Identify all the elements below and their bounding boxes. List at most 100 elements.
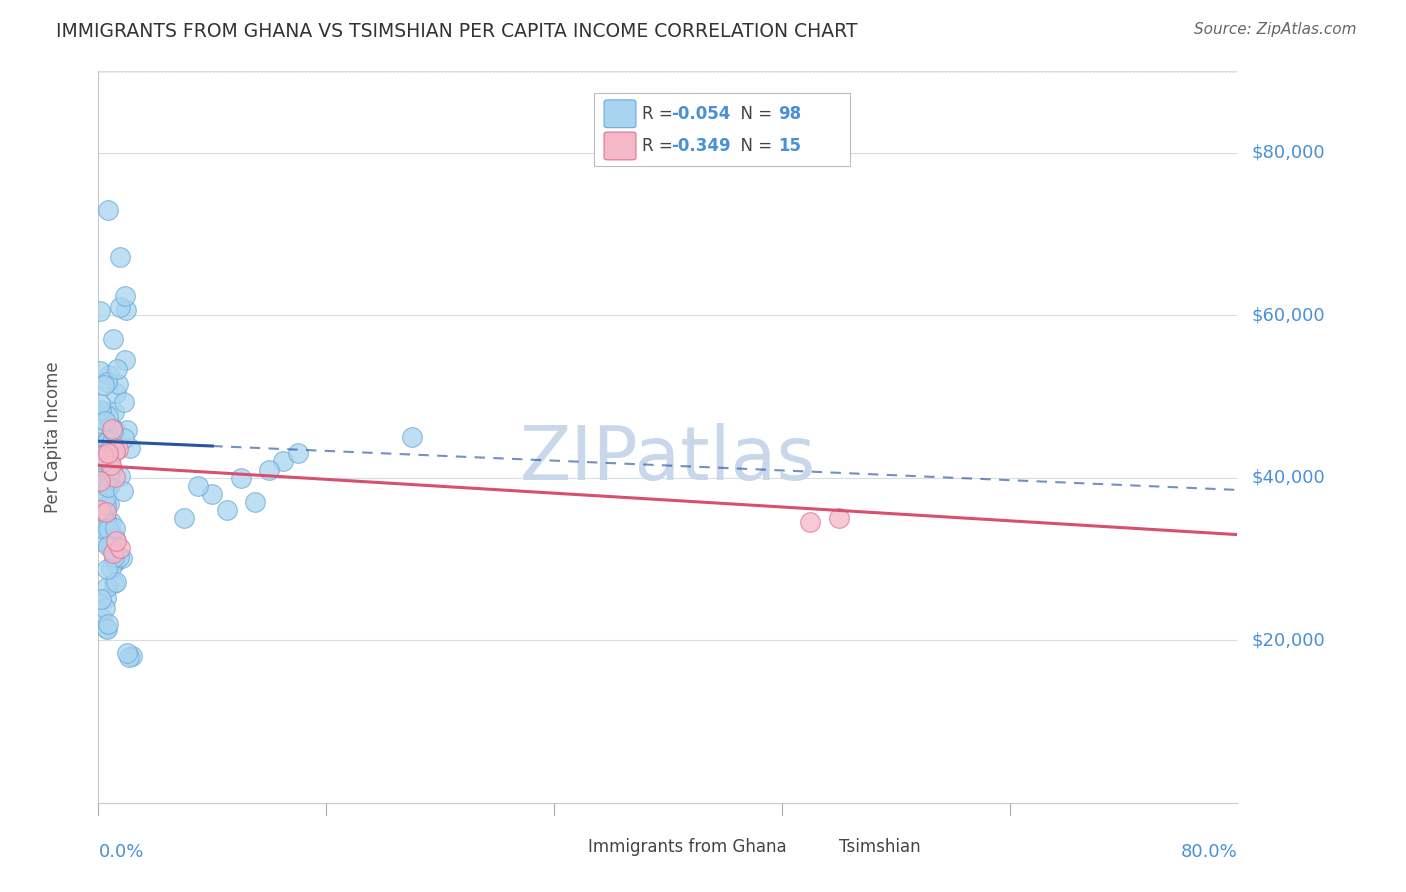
Point bbox=[96, 562, 118, 576]
Point bbox=[94, 414, 117, 428]
Point bbox=[107, 549, 129, 564]
Point bbox=[114, 353, 136, 368]
Point bbox=[91, 458, 114, 472]
Point bbox=[100, 561, 122, 575]
Text: 0.0%: 0.0% bbox=[98, 843, 143, 861]
Point bbox=[110, 541, 132, 555]
Point bbox=[89, 364, 111, 378]
Point bbox=[287, 446, 309, 460]
Point bbox=[97, 469, 120, 483]
Text: R =: R = bbox=[641, 104, 678, 123]
Point bbox=[104, 555, 127, 569]
Point bbox=[104, 521, 127, 535]
Point bbox=[96, 375, 118, 389]
Point bbox=[94, 450, 117, 465]
Point bbox=[94, 505, 117, 519]
Text: Source: ZipAtlas.com: Source: ZipAtlas.com bbox=[1194, 22, 1357, 37]
Point bbox=[104, 443, 127, 458]
Point bbox=[100, 526, 122, 541]
Point bbox=[105, 575, 128, 590]
Point bbox=[111, 551, 134, 566]
Point bbox=[90, 402, 112, 417]
Text: $20,000: $20,000 bbox=[1251, 632, 1324, 649]
Point bbox=[114, 289, 136, 303]
Point bbox=[96, 623, 118, 637]
Point bbox=[110, 300, 132, 314]
Point bbox=[107, 442, 129, 456]
Point bbox=[90, 611, 112, 625]
Point bbox=[97, 202, 120, 217]
Point bbox=[94, 490, 117, 504]
Point bbox=[100, 516, 122, 530]
Point bbox=[215, 503, 238, 517]
Point bbox=[91, 533, 114, 548]
Point bbox=[93, 377, 115, 392]
Point bbox=[187, 479, 209, 493]
FancyBboxPatch shape bbox=[551, 833, 582, 860]
Point bbox=[94, 405, 117, 419]
Point bbox=[111, 483, 134, 498]
Point bbox=[799, 516, 821, 530]
Point bbox=[98, 478, 121, 492]
Text: 80.0%: 80.0% bbox=[1181, 843, 1237, 861]
Point bbox=[98, 536, 121, 550]
Point bbox=[107, 376, 129, 391]
Point bbox=[104, 386, 127, 401]
Point bbox=[89, 503, 111, 517]
Text: 98: 98 bbox=[779, 104, 801, 123]
Point bbox=[97, 539, 120, 553]
Point bbox=[97, 480, 120, 494]
Point bbox=[98, 453, 121, 467]
Point bbox=[97, 446, 120, 460]
Point bbox=[97, 516, 120, 531]
Point bbox=[96, 580, 118, 594]
Point bbox=[89, 474, 111, 488]
Point bbox=[91, 472, 114, 486]
FancyBboxPatch shape bbox=[605, 132, 636, 160]
Point bbox=[98, 368, 121, 382]
Point bbox=[101, 424, 124, 438]
Point bbox=[89, 478, 111, 492]
Point bbox=[101, 332, 124, 346]
Point bbox=[828, 511, 851, 525]
Point bbox=[103, 405, 125, 419]
Point bbox=[110, 468, 132, 483]
Text: -0.349: -0.349 bbox=[671, 137, 731, 155]
Text: $60,000: $60,000 bbox=[1251, 306, 1324, 324]
Point bbox=[91, 506, 114, 520]
Text: R =: R = bbox=[641, 137, 678, 155]
Point bbox=[89, 397, 111, 411]
Point bbox=[97, 523, 120, 537]
Text: IMMIGRANTS FROM GHANA VS TSIMSHIAN PER CAPITA INCOME CORRELATION CHART: IMMIGRANTS FROM GHANA VS TSIMSHIAN PER C… bbox=[56, 22, 858, 41]
Point bbox=[115, 303, 138, 318]
Point bbox=[104, 553, 127, 567]
Point bbox=[94, 498, 117, 512]
Point bbox=[112, 394, 135, 409]
Point bbox=[229, 471, 252, 485]
Point bbox=[112, 431, 135, 445]
Point bbox=[101, 434, 124, 449]
Text: ZIPatlas: ZIPatlas bbox=[520, 423, 815, 496]
Text: $80,000: $80,000 bbox=[1251, 144, 1324, 161]
Point bbox=[96, 434, 118, 449]
Point bbox=[89, 303, 111, 318]
Point bbox=[93, 504, 115, 518]
Point bbox=[117, 423, 139, 437]
Point bbox=[98, 417, 121, 432]
Point bbox=[101, 462, 124, 476]
Point bbox=[104, 531, 127, 545]
Point bbox=[93, 508, 115, 523]
Point bbox=[104, 470, 127, 484]
Point bbox=[90, 592, 112, 607]
Point bbox=[273, 454, 295, 468]
Point bbox=[96, 433, 118, 447]
Point bbox=[105, 533, 128, 548]
Point bbox=[243, 495, 266, 509]
Text: -0.054: -0.054 bbox=[671, 104, 731, 123]
Point bbox=[97, 443, 120, 458]
FancyBboxPatch shape bbox=[605, 100, 636, 128]
Point bbox=[201, 487, 224, 501]
Point bbox=[97, 497, 120, 511]
Point bbox=[118, 442, 141, 456]
Point bbox=[91, 455, 114, 469]
